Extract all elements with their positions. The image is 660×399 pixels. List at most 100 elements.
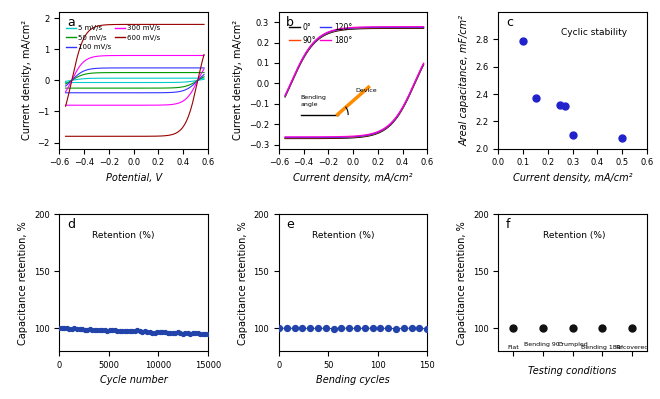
Point [114,328,125,334]
Point [407,325,417,332]
Point [129,328,140,335]
Point [560,103,570,109]
X-axis label: Current density, mA/cm²: Current density, mA/cm² [513,173,632,183]
Point [125,328,135,334]
Text: Retention (%): Retention (%) [312,231,374,240]
Point [190,330,201,336]
Point [69,325,80,332]
Point [61,325,72,331]
Text: Crumpled: Crumpled [557,342,588,347]
Text: Retention (%): Retention (%) [543,231,605,240]
X-axis label: Potential, V: Potential, V [106,173,162,183]
Y-axis label: Capacitance retention, %: Capacitance retention, % [457,221,467,345]
Text: Retention (%): Retention (%) [92,231,154,240]
Y-axis label: Areal capacitance, mF/cm²: Areal capacitance, mF/cm² [460,15,470,146]
Point [328,326,339,332]
Point [72,326,82,332]
Legend: 5 mV/s, 50 mV/s, 100 mV/s, 300 mV/s, 600 mV/s: 5 mV/s, 50 mV/s, 100 mV/s, 300 mV/s, 600… [63,22,164,53]
Point [92,327,102,333]
Point [187,330,198,336]
Point [200,331,211,337]
Point [84,326,95,333]
Point [518,38,529,44]
Point [152,329,163,335]
Point [195,331,205,337]
Point [597,325,608,332]
Y-axis label: Current density, mA/cm²: Current density, mA/cm² [234,20,244,140]
X-axis label: Bending cycles: Bending cycles [316,375,390,385]
Point [568,325,578,332]
Point [170,330,180,336]
Point [110,327,120,334]
Point [132,327,143,334]
Point [59,325,70,332]
Point [555,102,566,108]
Point [313,325,323,332]
Text: f: f [506,219,510,231]
Point [274,325,284,331]
Point [368,325,378,332]
Point [145,328,155,335]
Point [344,325,354,332]
Point [305,325,315,332]
Point [97,327,108,333]
Point [568,132,578,138]
Point [127,328,137,334]
Point [289,325,300,332]
Point [77,326,87,332]
Point [135,328,145,335]
Point [147,330,158,336]
Point [54,325,65,331]
Point [154,329,165,335]
Point [162,330,173,336]
Point [617,134,628,141]
Text: Cyclic stability: Cyclic stability [561,28,627,38]
Point [94,327,105,334]
Point [107,327,117,334]
Text: Bending 180°: Bending 180° [581,345,624,350]
Point [87,327,98,334]
Point [297,325,308,332]
Point [160,329,170,336]
Point [336,325,346,331]
Point [64,326,75,332]
Point [142,329,152,336]
X-axis label: Cycle number: Cycle number [100,375,168,385]
Point [185,330,195,337]
Point [172,329,183,336]
Point [360,325,370,332]
Point [117,328,127,334]
Point [74,326,84,332]
Point [100,327,110,334]
Point [203,330,213,337]
Text: Recovered: Recovered [615,345,649,350]
Point [508,325,519,332]
Point [67,326,77,332]
Point [112,328,123,334]
Text: d: d [67,219,75,231]
Point [175,330,185,336]
Point [137,329,148,335]
Point [104,326,115,333]
Point [102,328,112,334]
Point [57,325,67,332]
Point [157,329,168,336]
Point [383,325,393,332]
Point [79,326,90,333]
Point [165,330,176,336]
Text: Bending 90°: Bending 90° [523,342,562,347]
Point [391,325,401,332]
Point [150,330,160,336]
Point [352,325,362,332]
X-axis label: Current density, mA/cm²: Current density, mA/cm² [293,173,413,183]
Point [180,330,190,336]
Text: c: c [506,16,513,29]
Point [119,328,130,334]
Point [89,327,100,334]
Point [167,330,178,336]
Y-axis label: Current density, mA/cm²: Current density, mA/cm² [22,20,32,140]
Point [197,331,208,337]
Point [414,325,425,332]
Point [140,328,150,334]
Point [530,95,541,101]
